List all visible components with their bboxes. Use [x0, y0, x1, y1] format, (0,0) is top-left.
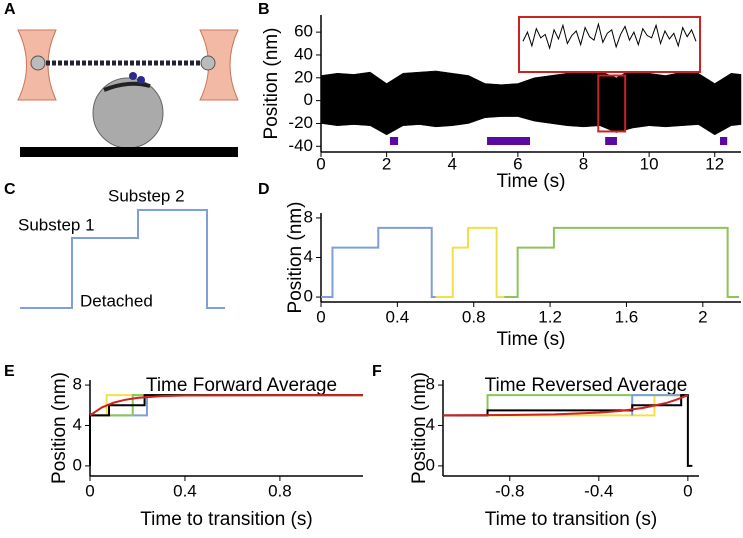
inset-frame: [518, 16, 701, 73]
y-tick-label: 20: [294, 67, 313, 86]
x-tick-label: 0: [316, 307, 325, 326]
y-axis-label: Position (nm): [261, 28, 282, 140]
trap-right: [199, 29, 239, 101]
trace-band: [320, 68, 742, 136]
x-tick-label: 6: [513, 154, 522, 173]
y-tick-label: 8: [426, 375, 435, 394]
x-tick-label: 12: [705, 154, 724, 173]
x-axis-label: Time to transition (s): [485, 509, 657, 530]
chart-title: Time Forward Average: [146, 375, 337, 396]
diagram-c-line: [20, 209, 225, 309]
y-tick-label: -20: [288, 113, 313, 132]
x-tick-label: 0.4: [173, 481, 197, 500]
x-tick-label: 8: [579, 154, 588, 173]
x-tick-label: -0.8: [495, 481, 524, 500]
bead: [200, 55, 216, 71]
panel-label: D: [258, 181, 270, 198]
event-bar: [389, 137, 399, 145]
step-line: [89, 394, 363, 417]
head: [129, 72, 137, 80]
x-tick-label: 0.4: [386, 307, 410, 326]
step-line: [89, 394, 363, 466]
diagram-label: Substep 2: [108, 186, 185, 205]
x-axis-label: Time (s): [497, 171, 566, 192]
y-axis-label: Position (nm): [49, 372, 70, 484]
diagram-label: Substep 1: [18, 215, 95, 234]
step-line: [486, 394, 688, 416]
y-tick-label: 0: [304, 287, 313, 306]
event-bar: [487, 137, 531, 145]
highlight-box: [597, 74, 627, 133]
y-tick-label: 0: [426, 455, 435, 474]
y-tick-label: 40: [294, 44, 313, 63]
y-tick-label: 8: [73, 375, 82, 394]
x-tick-label: 0: [683, 481, 692, 500]
panel-label: A: [4, 1, 16, 18]
inset-trace: [522, 22, 697, 50]
y-tick-label: 4: [304, 247, 313, 266]
x-tick-label: 0: [85, 481, 94, 500]
y-tick-label: 8: [304, 207, 313, 226]
x-tick-label: 2: [698, 307, 707, 326]
panel-label: F: [372, 363, 382, 380]
y-axis-label: Position (nm): [409, 372, 430, 484]
diagram-label: Detached: [80, 291, 153, 310]
x-tick-label: 1.6: [615, 307, 639, 326]
y-tick-label: 4: [426, 415, 435, 434]
step-line: [321, 226, 444, 299]
head: [137, 76, 145, 84]
step-line: [504, 226, 740, 299]
x-tick-label: 10: [640, 154, 659, 173]
y-tick-label: 0: [73, 455, 82, 474]
y-tick-label: -40: [288, 136, 313, 155]
panel-label: E: [4, 363, 15, 380]
x-axis-label: Time to transition (s): [140, 509, 312, 530]
x-tick-label: 0: [316, 154, 325, 173]
x-tick-label: 0.8: [462, 307, 486, 326]
panel-label: C: [4, 181, 16, 198]
event-bar: [720, 137, 728, 145]
step-line: [442, 394, 689, 417]
x-axis-label: Time (s): [497, 329, 566, 350]
x-tick-label: 1.2: [538, 307, 562, 326]
x-tick-label: -0.4: [584, 481, 613, 500]
x-tick-label: 2: [382, 154, 391, 173]
y-tick-label: 0: [304, 90, 313, 109]
diagram-a: [17, 29, 239, 157]
event-bar: [605, 137, 617, 145]
y-tick-label: 4: [73, 415, 82, 434]
y-tick-label: 60: [294, 22, 313, 41]
y-axis-label: Position (nm): [285, 202, 306, 314]
myosin: [103, 81, 151, 92]
x-tick-label: 0.8: [268, 481, 292, 500]
panel-label: B: [258, 1, 270, 18]
step-line: [435, 226, 512, 299]
x-tick-label: 4: [448, 154, 457, 173]
chart-title: Time Reversed Average: [485, 375, 688, 396]
surface: [20, 147, 238, 157]
bead: [30, 55, 46, 71]
